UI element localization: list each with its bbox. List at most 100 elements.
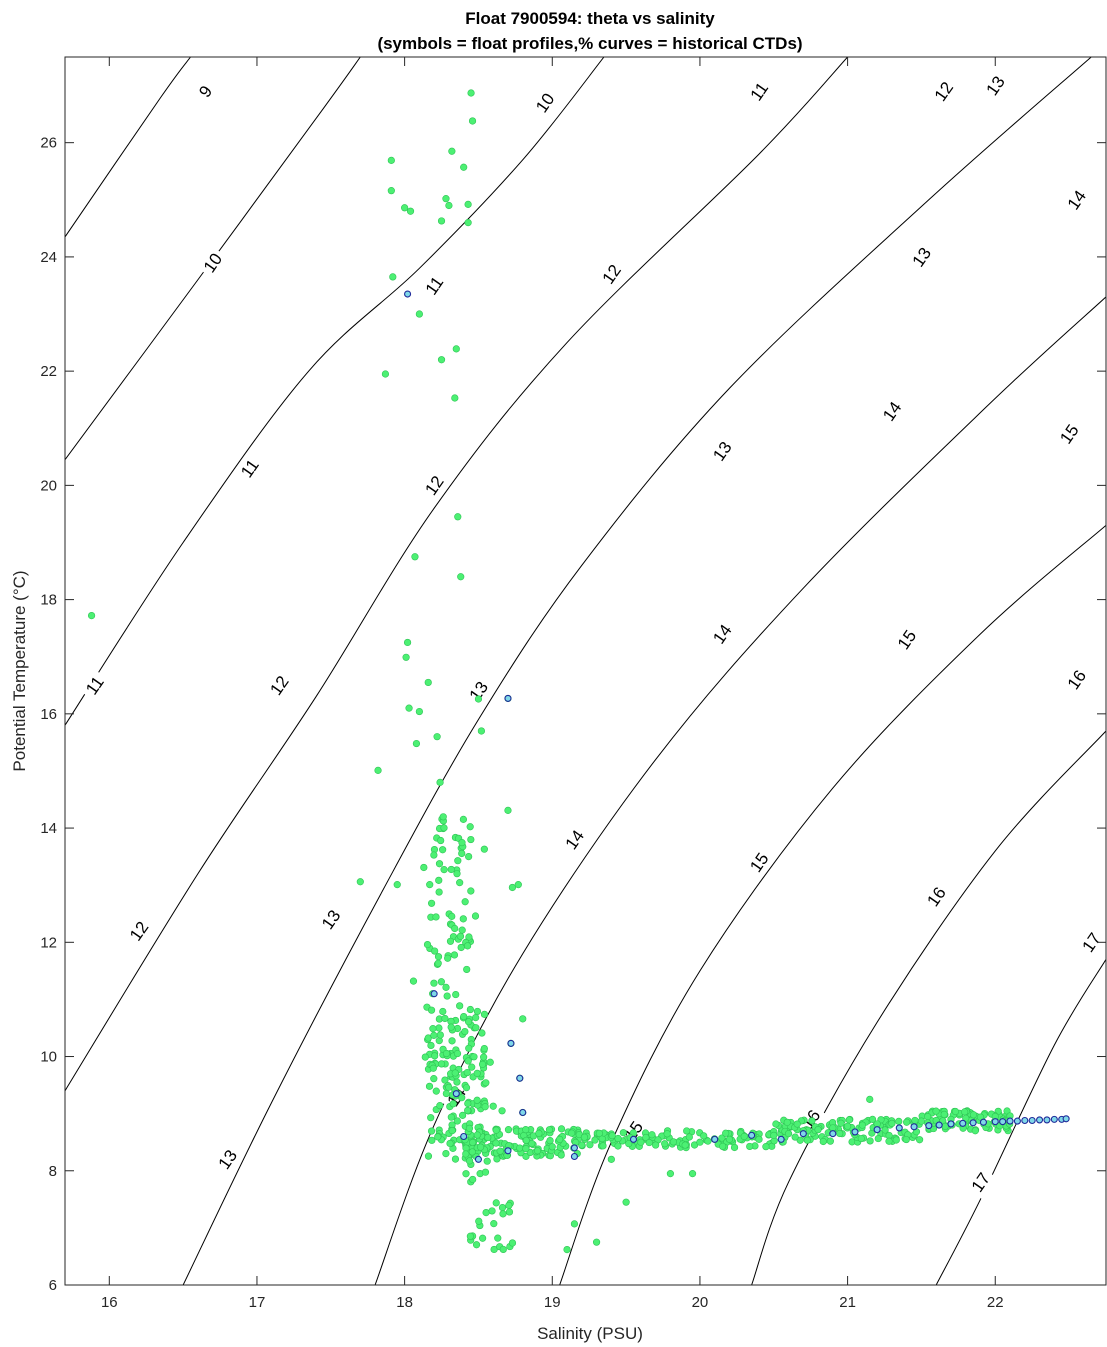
contour-label-mask bbox=[188, 74, 222, 109]
float-profile-point bbox=[456, 932, 465, 940]
float-profile-point bbox=[463, 965, 471, 974]
float-profile-point bbox=[783, 1118, 791, 1126]
float-profile-point bbox=[826, 1137, 834, 1145]
float-profile-point bbox=[546, 1136, 554, 1145]
float-profile-point bbox=[442, 983, 450, 991]
float-profile-point bbox=[430, 1075, 438, 1083]
profile-marker bbox=[991, 1118, 999, 1126]
float-profile-point bbox=[458, 849, 466, 858]
float-profile-point bbox=[415, 310, 423, 318]
float-profile-point bbox=[424, 1152, 433, 1160]
float-profile-point bbox=[478, 1029, 486, 1037]
float-profile-point bbox=[445, 201, 453, 210]
profile-marker bbox=[570, 1144, 578, 1152]
profile-marker bbox=[969, 1119, 977, 1127]
float-profile-point bbox=[439, 1007, 447, 1016]
float-profile-point bbox=[435, 888, 443, 896]
y-tick-label: 6 bbox=[49, 1277, 57, 1294]
contour-label-mask bbox=[875, 394, 909, 429]
x-axis: 16 17 18 19 20 21 22 bbox=[101, 57, 1004, 1311]
float-profile-point bbox=[431, 947, 439, 955]
float-profile-point bbox=[427, 1114, 435, 1122]
density-contour-line bbox=[935, 959, 1106, 1285]
contour-label-mask bbox=[557, 822, 591, 857]
float-profile-point bbox=[868, 1115, 877, 1123]
float-profile-point bbox=[423, 940, 432, 949]
x-tick-label: 19 bbox=[544, 1294, 561, 1311]
float-profile-point bbox=[888, 1119, 896, 1127]
float-profile-point bbox=[456, 1002, 464, 1010]
float-profile-point bbox=[557, 1151, 565, 1159]
contour-label-mask bbox=[705, 616, 739, 651]
float-profile-point bbox=[496, 1147, 504, 1155]
y-axis: 6 8 10 12 14 16 18 20 22 24 26 bbox=[40, 135, 1106, 1294]
float-profile-point bbox=[436, 778, 444, 786]
float-profile-point bbox=[480, 1044, 488, 1053]
float-profile-point bbox=[464, 1057, 472, 1065]
float-profile-point bbox=[424, 678, 432, 687]
float-profile-point bbox=[556, 1135, 564, 1143]
float-profile-point bbox=[857, 1134, 865, 1143]
chart-title: Float 7900594: theta vs salinity bbox=[465, 9, 715, 28]
float-profile-point bbox=[505, 1201, 513, 1210]
float-profile-point bbox=[591, 1136, 599, 1144]
float-profile-point bbox=[443, 992, 451, 1000]
float-profile-point bbox=[451, 394, 459, 402]
float-profile-point bbox=[464, 200, 472, 208]
contour-label-mask bbox=[927, 74, 961, 109]
float-profile-point bbox=[645, 1138, 653, 1147]
float-profile-point bbox=[434, 953, 443, 961]
float-profile-point bbox=[469, 1175, 477, 1184]
float-profile-point bbox=[961, 1108, 969, 1116]
float-profile-point bbox=[548, 1143, 556, 1151]
contour-label-mask bbox=[78, 668, 111, 703]
float-profile-point bbox=[439, 813, 447, 821]
float-profile-point bbox=[648, 1131, 656, 1139]
float-profile-point bbox=[578, 1141, 586, 1149]
float-profile-point bbox=[719, 1142, 727, 1151]
float-profile-point bbox=[451, 1155, 460, 1163]
float-profile-point bbox=[892, 1136, 900, 1144]
float-profile-point bbox=[463, 942, 472, 950]
float-profile-point bbox=[465, 1157, 474, 1165]
float-profile-point bbox=[473, 1096, 481, 1104]
float-profile-point bbox=[453, 1117, 461, 1125]
float-profile-point bbox=[374, 766, 382, 774]
float-profile-point bbox=[718, 1134, 726, 1142]
x-tick-label: 20 bbox=[692, 1294, 709, 1311]
float-profile-point bbox=[473, 1007, 482, 1016]
float-profile-point bbox=[476, 1143, 485, 1151]
float-profile-point bbox=[508, 883, 517, 892]
contour-label-mask bbox=[461, 674, 495, 708]
float-profile-point bbox=[434, 1133, 442, 1141]
float-profile-point bbox=[472, 1014, 480, 1022]
float-profile-point bbox=[700, 1132, 708, 1140]
float-profile-point bbox=[453, 870, 461, 878]
float-profile-point bbox=[473, 1131, 481, 1139]
float-profile-point bbox=[387, 187, 395, 195]
profile-marker bbox=[829, 1130, 837, 1138]
float-profile-point bbox=[607, 1155, 615, 1163]
float-profile-point bbox=[480, 845, 488, 853]
float-profile-point bbox=[405, 704, 413, 712]
float-profile-point bbox=[969, 1111, 978, 1119]
float-profile-point bbox=[425, 1082, 434, 1090]
float-profile-point bbox=[661, 1140, 669, 1148]
float-profile-point bbox=[494, 1234, 502, 1242]
float-profile-point bbox=[784, 1130, 793, 1138]
float-profile-point bbox=[483, 1157, 491, 1165]
float-profile-point bbox=[406, 207, 415, 215]
float-profile-point bbox=[456, 879, 464, 887]
float-profile-point bbox=[440, 824, 448, 832]
y-tick-label: 12 bbox=[40, 934, 57, 951]
float-profile-point bbox=[592, 1238, 601, 1246]
profile-marker bbox=[979, 1118, 987, 1126]
float-profile-point bbox=[437, 217, 446, 225]
profile-marker bbox=[947, 1120, 955, 1128]
float-profile-point bbox=[480, 1053, 488, 1061]
float-profile-point bbox=[436, 1031, 444, 1039]
float-profile-point bbox=[442, 1150, 450, 1158]
float-profile-point bbox=[464, 1099, 472, 1108]
profile-marker bbox=[711, 1135, 719, 1143]
